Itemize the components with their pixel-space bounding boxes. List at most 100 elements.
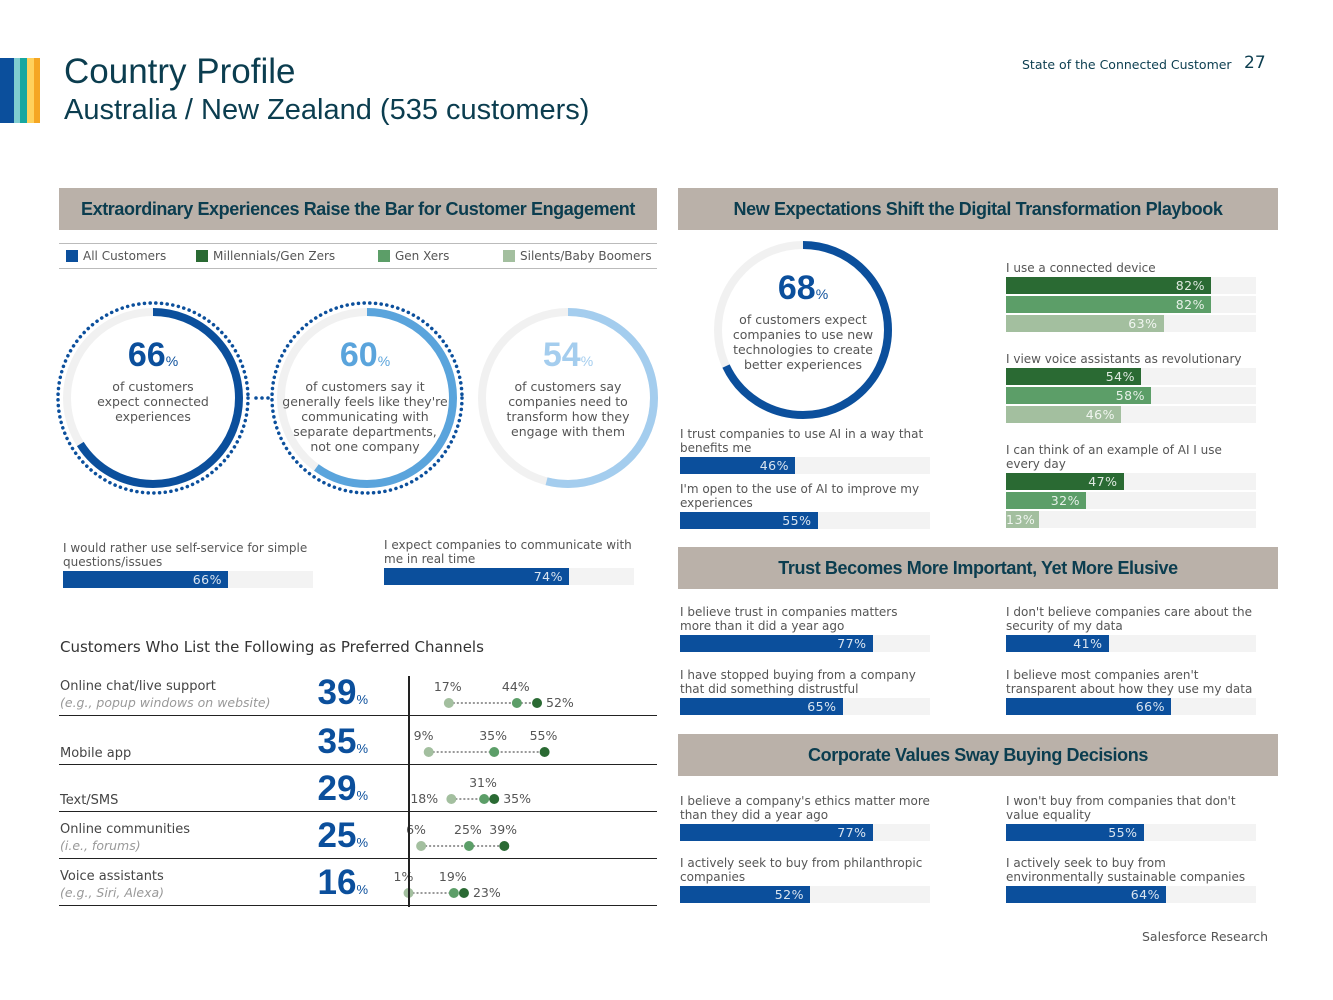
dot-label-silents: 6% (406, 822, 426, 837)
legend-item: Silents/Baby Boomers (503, 249, 652, 263)
bar-question: I won't buy from companies that don't va… (1006, 794, 1256, 843)
legend-item: Millennials/Gen Zers (196, 249, 335, 263)
bar-label: I have stopped buying from a company tha… (680, 668, 916, 696)
bar-fill: 54% (1006, 368, 1141, 385)
dot-millennials (489, 794, 500, 804)
page-title: Country Profile (64, 52, 296, 91)
legend-item: All Customers (66, 249, 166, 263)
bar-track: 82% (1006, 277, 1256, 294)
donut-label: 54% of customers say companies need to tran… (493, 337, 643, 439)
channel-value: 39% (317, 673, 369, 712)
bar-track: 82% (1006, 296, 1256, 313)
bar-fill: 46% (1006, 406, 1121, 423)
donut-caption-line: of customers expect (739, 312, 867, 327)
dot-label-genx: 19% (438, 869, 467, 884)
bar-label: I actively seek to buy from philanthropi… (680, 856, 923, 884)
channel-sublabel: (e.g., popup windows on website) (60, 695, 271, 710)
donut-caption-line: of customers say (514, 379, 622, 394)
connector-dot (266, 396, 270, 400)
bar-label: I use a connected device (1006, 261, 1156, 275)
section-header: Corporate Values Sway Buying Decisions (678, 734, 1278, 776)
bar-fill: 46% (680, 457, 795, 474)
divider (408, 676, 410, 907)
donut-value: 54 (542, 336, 581, 374)
bar-track: 46% (1006, 406, 1256, 423)
donut-caption-line: not one company (310, 439, 420, 454)
bar-fill: 74% (384, 568, 569, 585)
bar-question: I believe trust in companies matters mor… (680, 605, 930, 654)
bar-fill: 13% (1006, 511, 1039, 528)
donut-dotted-ring (270, 301, 464, 495)
donut-arc (277, 308, 457, 488)
brand-stripe (20, 58, 27, 123)
bar-track: 55% (1006, 824, 1256, 841)
brand-stripe (27, 58, 34, 123)
dot-label-millennials: 35% (503, 791, 531, 806)
dot-label-millennials: 39% (489, 822, 518, 837)
channel-row: Online communities (i.e., forums) 25% (59, 812, 657, 859)
dot-label-millennials: 55% (529, 728, 558, 743)
section-header: Extraordinary Experiences Raise the Bar … (59, 188, 657, 230)
dot-silents (423, 747, 434, 757)
bar-fill: 66% (1006, 698, 1171, 715)
bar-track: 47% (1006, 473, 1256, 490)
dot-label-millennials: 23% (472, 885, 501, 900)
dot-silents (443, 698, 454, 708)
channel-dot-plot (423, 747, 550, 757)
donut-caption-line: communicating with (301, 409, 429, 424)
bar-track: 41% (1006, 635, 1256, 652)
bar-question: I view voice assistants as revolutionary… (1006, 352, 1256, 425)
bar-fill: 55% (680, 512, 818, 529)
dot-genx (448, 888, 459, 898)
dot-genx (511, 698, 522, 708)
channel-row: Online chat/live support (e.g., popup win… (59, 669, 657, 716)
bar-track: 66% (63, 571, 313, 588)
channel-row: Voice assistants (e.g., Siri, Alexa) 16% (59, 859, 657, 906)
dot-label-silents: 18% (410, 791, 439, 806)
bar-label: I can think of an example of AI I use ev… (1006, 443, 1222, 471)
bar-label: I won't buy from companies that don't va… (1006, 794, 1236, 822)
channel-row: Mobile app 35% (59, 717, 657, 765)
bar-fill: 47% (1006, 473, 1124, 490)
bar-track: 74% (384, 568, 634, 585)
bar-fill: 77% (680, 635, 873, 652)
donut-value: 66 (127, 336, 166, 374)
dot-millennials (532, 698, 543, 708)
donut-value: 68 (777, 269, 816, 307)
channel-label: Online chat/live support (e.g., popup win… (60, 679, 271, 710)
bar-label: I believe trust in companies matters mor… (680, 605, 898, 633)
donut-caption-line: transform how they (506, 409, 630, 424)
connector-dot (254, 396, 258, 400)
bar-question: I'm open to the use of AI to improve my … (680, 482, 930, 531)
dot-label-silents: 1% (393, 869, 414, 884)
donut-caption-line: separate departments, (293, 424, 437, 439)
bar-question: I have stopped buying from a company tha… (680, 668, 930, 717)
bar-fill: 82% (1006, 296, 1211, 313)
donut-arc (478, 308, 658, 488)
legend-item: Gen Xers (378, 249, 449, 263)
bar-label: I believe a company's ethics matter more… (680, 794, 930, 822)
channel-label: Text/SMS (60, 793, 119, 808)
bar-track: 52% (680, 886, 930, 903)
page-number: 27 (1244, 53, 1266, 73)
donut-caption-line: companies need to (508, 394, 628, 409)
bar-label: I don't believe companies care about the… (1006, 605, 1253, 633)
donut-caption-line: companies to use new (732, 327, 874, 342)
bar-track: 65% (680, 698, 930, 715)
dot-label-millennials: 52% (546, 695, 574, 710)
legend: All Customers Millennials/Gen Zers Gen X… (59, 243, 657, 269)
brand-stripe (0, 58, 14, 123)
dot-millennials (458, 888, 469, 898)
channel-label: Online communities (i.e., forums) (60, 822, 191, 853)
bar-fill: 64% (1006, 886, 1166, 903)
brand-stripe (34, 58, 40, 123)
bar-question: I believe a company's ethics matter more… (680, 794, 930, 843)
bar-fill: 82% (1006, 277, 1211, 294)
channel-label: Voice assistants (e.g., Siri, Alexa) (60, 869, 165, 900)
channel-value: 35% (317, 722, 369, 761)
dot-millennials (539, 747, 550, 757)
donut-label: 68% of customers expect companies to use n… (723, 270, 883, 372)
bar-question: I actively seek to buy from environmenta… (1006, 856, 1256, 905)
dot-silents (446, 794, 457, 804)
bar-track: 46% (680, 457, 930, 474)
